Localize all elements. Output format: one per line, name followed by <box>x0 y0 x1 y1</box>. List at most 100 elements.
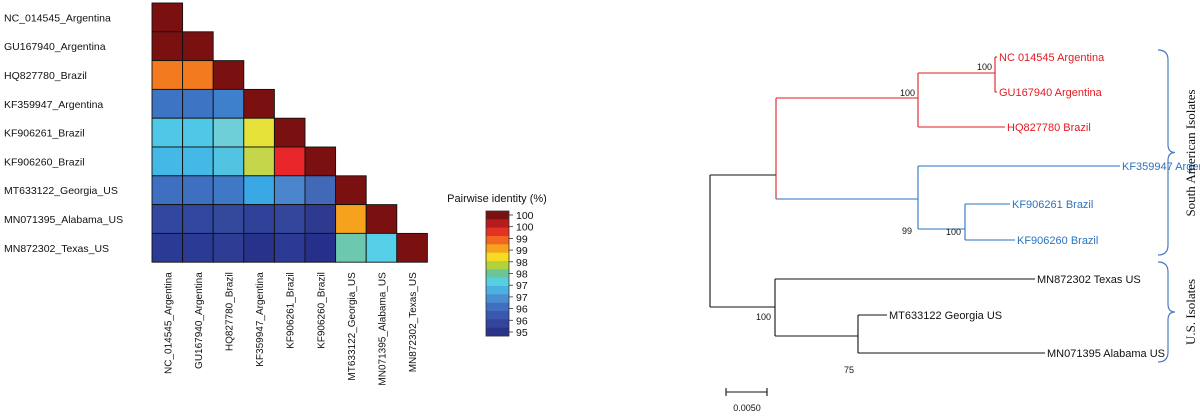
legend-tick-label: 100 <box>516 222 534 234</box>
heatmap-row-label: NC_014545_Argentina <box>4 12 111 24</box>
heatmap-cell <box>151 60 184 90</box>
heatmap-cell <box>365 232 398 263</box>
heatmap-cell <box>335 175 367 206</box>
south-american-bracket <box>1157 49 1176 256</box>
phylogenetic-tree: NC 014545 Argentina GU167940 Argentina HQ8… <box>709 49 1200 413</box>
heatmap-cell <box>243 204 275 234</box>
heatmap-cell <box>151 204 184 234</box>
heatmap-cell <box>151 88 184 119</box>
heatmap-row-label: MT633122_Georgia_US <box>4 185 118 197</box>
heatmap-column-label: MT633122_Georgia_US <box>347 272 358 381</box>
legend-tick-label: 100 <box>516 210 534 222</box>
heatmap-cell <box>243 117 275 148</box>
heatmap-cell <box>273 175 306 206</box>
bootstrap-value: 100 <box>946 227 961 237</box>
heatmap-cell <box>212 146 245 177</box>
heatmap-row-label: HQ827780_Brazil <box>4 70 87 82</box>
heatmap-row-label: KF906261_Brazil <box>4 128 85 140</box>
legend-tick-label: 96 <box>516 315 528 327</box>
tree-leaf-label: KF906260 Brazil <box>1017 235 1098 247</box>
tree-leaf-label: GU167940 Argentina <box>999 87 1103 99</box>
bootstrap-value: 100 <box>900 88 915 98</box>
legend-color-swatch <box>486 286 509 295</box>
heatmap-row-label: GU167940_Argentina <box>4 41 106 53</box>
pairwise-identity-legend: Pairwise identity (%)1001009999989897979… <box>447 193 547 339</box>
tree-leaf-label: KF359947 Argentina <box>1122 161 1200 173</box>
bootstrap-value: 99 <box>902 226 912 236</box>
legend-tick-label: 95 <box>516 327 528 339</box>
heatmap-cell <box>396 232 428 263</box>
scale-bar-label: 0.0050 <box>733 403 761 413</box>
heatmap-cell <box>335 204 367 234</box>
legend-color-swatch <box>486 261 509 270</box>
heatmap-cell <box>243 232 275 263</box>
heatmap-cell <box>151 31 184 62</box>
heatmap-column-label: GU167940_Argentina <box>194 272 205 369</box>
heatmap-cell <box>243 175 275 206</box>
heatmap-column-label: MN071395_Alabama_US <box>378 272 389 386</box>
heatmap-column-label: KF359947_Argentina <box>255 272 266 367</box>
heatmap-cell <box>151 117 184 148</box>
heatmap-cell <box>182 31 214 62</box>
legend-tick-label: 98 <box>516 269 528 281</box>
legend-color-swatch <box>486 252 509 262</box>
heatmap-cell <box>182 175 214 206</box>
heatmap-cell <box>182 88 214 119</box>
heatmap-cell <box>151 2 184 33</box>
legend-color-swatch <box>486 211 509 220</box>
legend-tick-label: 98 <box>516 257 528 269</box>
heatmap-cell <box>182 117 214 148</box>
heatmap-cell <box>212 175 245 206</box>
heatmap-cell <box>273 146 306 177</box>
heatmap-cell <box>304 146 337 177</box>
heatmap-cell <box>182 204 214 234</box>
heatmap-cell <box>151 146 184 177</box>
legend-tick-label: 99 <box>516 233 528 245</box>
heatmap-cell <box>151 175 184 206</box>
legend-color-swatch <box>486 294 509 303</box>
heatmap-cell <box>243 146 275 177</box>
heatmap-cell <box>212 204 245 234</box>
heatmap-row-label: KF359947_Argentina <box>4 99 103 111</box>
heatmap-cell <box>182 146 214 177</box>
heatmap-cell <box>182 232 214 263</box>
tree-leaf-label: MN071395 Alabama US <box>1047 348 1165 360</box>
tree-leaf-label: MN872302 Texas US <box>1037 274 1141 286</box>
legend-color-swatch <box>486 236 509 245</box>
heatmap-row-label: MN071395_Alabama_US <box>4 214 123 226</box>
legend-color-swatch <box>486 302 509 312</box>
heatmap-cell <box>365 204 398 234</box>
legend-color-swatch <box>486 227 509 237</box>
heatmap-cell <box>304 232 337 263</box>
heatmap-cell <box>151 232 184 263</box>
legend-tick-label: 96 <box>516 304 528 316</box>
us-bracket <box>1157 261 1176 363</box>
heatmap-cell <box>212 88 245 119</box>
heatmap-cell <box>335 232 367 263</box>
legend-color-swatch <box>486 327 509 337</box>
heatmap-column-label: NC_014545_Argentina <box>163 272 174 374</box>
bootstrap-value: 100 <box>977 62 992 72</box>
heatmap-cell <box>304 175 337 206</box>
heatmap-cell <box>212 117 245 148</box>
heatmap-cell <box>273 117 306 148</box>
bootstrap-value: 75 <box>844 365 854 375</box>
legend-color-swatch <box>486 219 509 228</box>
legend-color-swatch <box>486 277 509 287</box>
heatmap-row-label: MN872302_Texas_US <box>4 243 109 255</box>
legend-tick-label: 97 <box>516 292 528 304</box>
heatmap-cell <box>212 60 245 90</box>
group-label-us: U.S. Isolates <box>1183 279 1198 345</box>
legend-tick-label: 97 <box>516 280 528 292</box>
tree-leaf-label: HQ827780 Brazil <box>1007 122 1091 134</box>
bootstrap-value: 100 <box>756 312 771 322</box>
heatmap-cell <box>182 60 214 90</box>
legend-color-swatch <box>486 319 509 328</box>
legend-title: Pairwise identity (%) <box>447 193 547 205</box>
heatmap-column-label: KF906261_Brazil <box>286 272 297 349</box>
group-label-south-american: South American Isolates <box>1183 89 1198 216</box>
heatmap-column-label: HQ827780_Brazil <box>225 272 236 351</box>
legend-color-swatch <box>486 244 509 253</box>
heatmap-cell <box>304 204 337 234</box>
